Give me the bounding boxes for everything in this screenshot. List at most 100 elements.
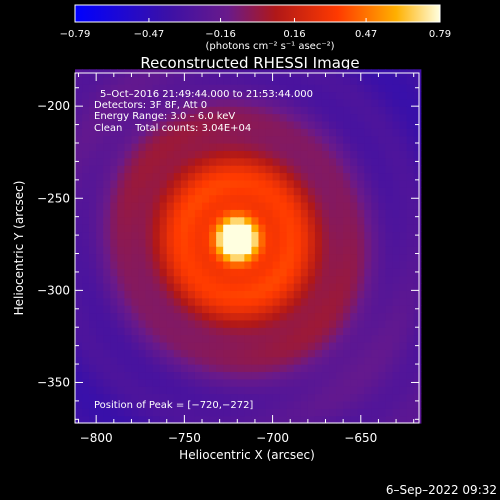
heatmap-cell (244, 253, 253, 262)
heatmap-cell (152, 349, 161, 358)
heatmap-cell (173, 246, 182, 255)
heatmap-cell (314, 341, 323, 350)
heatmap-cell (286, 260, 295, 269)
heatmap-cell (166, 91, 175, 100)
heatmap-cell (202, 157, 210, 166)
heatmap-cell (357, 386, 365, 395)
heatmap-cell (124, 157, 133, 166)
heatmap-cell (385, 327, 394, 336)
heatmap-cell (357, 187, 365, 196)
heatmap-cell (138, 84, 147, 93)
heatmap-cell (131, 378, 140, 387)
heatmap-cell (307, 76, 316, 85)
heatmap-cell (406, 172, 415, 181)
heatmap-cell (258, 143, 267, 151)
heatmap-cell (399, 194, 408, 203)
heatmap-cell (307, 371, 316, 380)
heatmap-cell (406, 143, 415, 151)
heatmap-cell (96, 106, 104, 115)
heatmap-cell (385, 290, 394, 299)
heatmap-cell (209, 231, 217, 240)
heatmap-cell (216, 179, 224, 188)
heatmap-cell (307, 393, 316, 402)
heatmap-cell (187, 128, 196, 137)
heatmap-cell (209, 297, 217, 306)
peak-position-label: Position of Peak = [−720,−272] (94, 400, 253, 411)
heatmap-cell (166, 268, 175, 277)
heatmap-cell (117, 84, 125, 93)
heatmap-cell (75, 364, 83, 373)
heatmap-cell (117, 238, 125, 247)
heatmap-cell (89, 356, 97, 365)
heatmap-cell (131, 135, 140, 144)
heatmap-cell (378, 238, 387, 247)
heatmap-cell (223, 76, 231, 85)
heatmap-cell (258, 172, 267, 181)
heatmap-cell (138, 172, 147, 181)
heatmap-cell (145, 334, 154, 343)
heatmap-cell (237, 327, 245, 336)
heatmap-cell (343, 194, 351, 203)
heatmap-cell (314, 305, 323, 314)
heatmap-cell (159, 400, 168, 409)
heatmap-cell (329, 400, 337, 409)
heatmap-cell (392, 356, 401, 365)
heatmap-cell (286, 341, 295, 350)
heatmap-cell (166, 297, 175, 306)
heatmap-cell (159, 393, 168, 402)
heatmap-cell (265, 371, 274, 380)
heatmap-cell (244, 260, 253, 269)
heatmap-cell (96, 371, 104, 380)
heatmap-cell (399, 172, 408, 181)
heatmap-cell (385, 98, 394, 107)
heatmap-cell (244, 91, 253, 100)
heatmap-cell (392, 172, 401, 181)
heatmap-cell (378, 246, 387, 255)
heatmap-cell (357, 349, 365, 358)
heatmap-cell (364, 260, 372, 269)
heatmap-cell (202, 356, 210, 365)
heatmap-cell (336, 143, 344, 151)
heatmap-cell (110, 297, 118, 306)
heatmap-cell (166, 238, 175, 247)
heatmap-cell (237, 260, 245, 269)
heatmap-cell (314, 135, 323, 144)
heatmap-cell (223, 150, 231, 159)
heatmap-cell (209, 165, 217, 174)
heatmap-cell (357, 128, 365, 137)
heatmap-cell (307, 157, 316, 166)
heatmap-cell (279, 364, 288, 373)
heatmap-cell (336, 135, 344, 144)
heatmap-cell (258, 378, 267, 387)
heatmap-cell (343, 364, 351, 373)
annotation-detectors: Detectors: 3F 8F, Att 0 (94, 100, 207, 111)
heatmap-cell (117, 334, 125, 343)
heatmap-cell (89, 364, 97, 373)
heatmap-cell (307, 275, 316, 284)
heatmap-cell (166, 201, 175, 210)
heatmap-cell (371, 157, 380, 166)
heatmap-cell (96, 341, 104, 350)
heatmap-cell (279, 113, 288, 122)
heatmap-cell (194, 341, 203, 350)
heatmap-cell (314, 253, 323, 262)
heatmap-cell (187, 172, 196, 181)
heatmap-cell (117, 393, 125, 402)
heatmap-cell (110, 179, 118, 188)
heatmap-cell (279, 157, 288, 166)
heatmap-cell (202, 393, 210, 402)
heatmap-cell (202, 231, 210, 240)
heatmap-cell (314, 165, 323, 174)
heatmap-cell (279, 408, 288, 417)
heatmap-cell (103, 349, 111, 358)
heatmap-cell (187, 268, 196, 277)
heatmap-cell (103, 415, 111, 424)
heatmap-cell (343, 297, 351, 306)
heatmap-cell (223, 143, 231, 151)
heatmap-cell (166, 209, 175, 218)
heatmap-cell (96, 400, 104, 409)
heatmap-cell (237, 334, 245, 343)
heatmap-cell (173, 312, 182, 321)
heatmap-cell (300, 341, 309, 350)
heatmap-cell (378, 201, 387, 210)
